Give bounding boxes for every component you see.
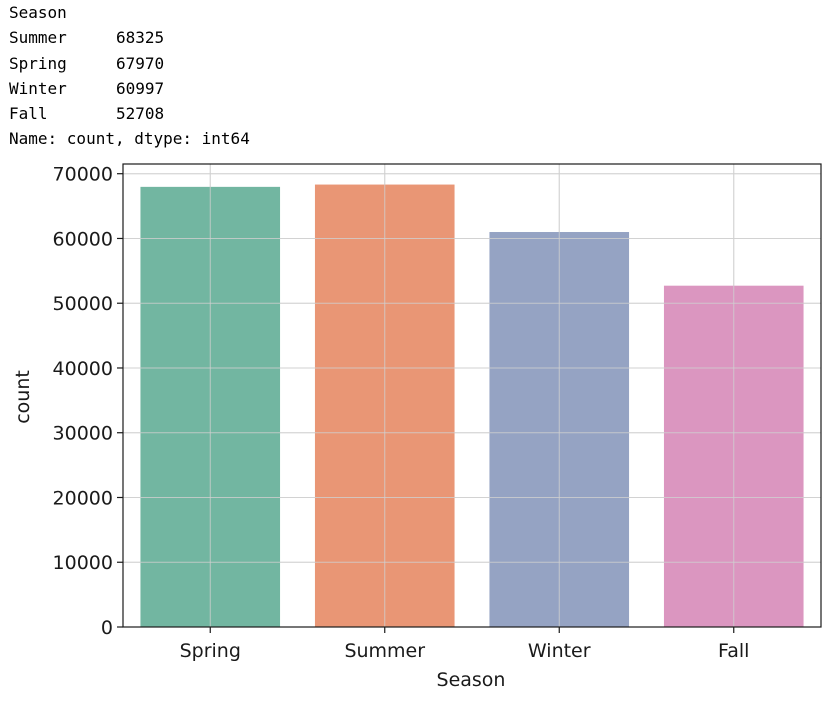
console-row-value: 60997 xyxy=(116,78,165,98)
console-header: Season xyxy=(9,3,67,22)
y-tick-label: 60000 xyxy=(53,228,113,250)
console-row-value: 67970 xyxy=(116,53,165,73)
y-tick-label: 30000 xyxy=(53,423,113,445)
console-row-category: Summer xyxy=(9,28,67,48)
console-footer: Name: count, dtype: int64 xyxy=(9,129,250,149)
console-row-category: Winter xyxy=(9,78,67,98)
console-row: Summer 68325 xyxy=(9,25,250,50)
console-row-value: 68325 xyxy=(116,28,165,48)
y-tick-label: 50000 xyxy=(53,293,113,315)
console-row-value: 52708 xyxy=(116,104,165,124)
axes: 0 10000 20000 30000 40000 50000 60000 70000 Spri… xyxy=(53,163,822,662)
x-axis-title: Season xyxy=(437,669,506,691)
console-row: Spring 67970 xyxy=(9,51,250,76)
y-tick-label: 10000 xyxy=(53,552,113,574)
console-row-category: Spring xyxy=(9,53,67,73)
bars xyxy=(140,184,804,628)
y-tick-label: 20000 xyxy=(53,487,113,509)
x-tick-label: Summer xyxy=(344,640,425,662)
y-axis-title: count xyxy=(12,370,34,424)
x-tick-label: Spring xyxy=(180,640,241,662)
x-tick-label: Winter xyxy=(528,640,591,662)
plot-frame xyxy=(122,163,822,628)
x-tick-label: Fall xyxy=(718,640,749,662)
y-tick-label: 0 xyxy=(101,617,113,639)
console-output: Season Summer 68325 Spring 67970 Winter 60997 F… xyxy=(9,0,250,152)
console-row-category: Fall xyxy=(9,104,48,124)
console-row: Winter 60997 xyxy=(9,76,250,101)
y-tick-label: 70000 xyxy=(53,164,113,186)
console-row: Fall 52708 xyxy=(9,101,250,126)
y-tick-label: 40000 xyxy=(53,358,113,380)
